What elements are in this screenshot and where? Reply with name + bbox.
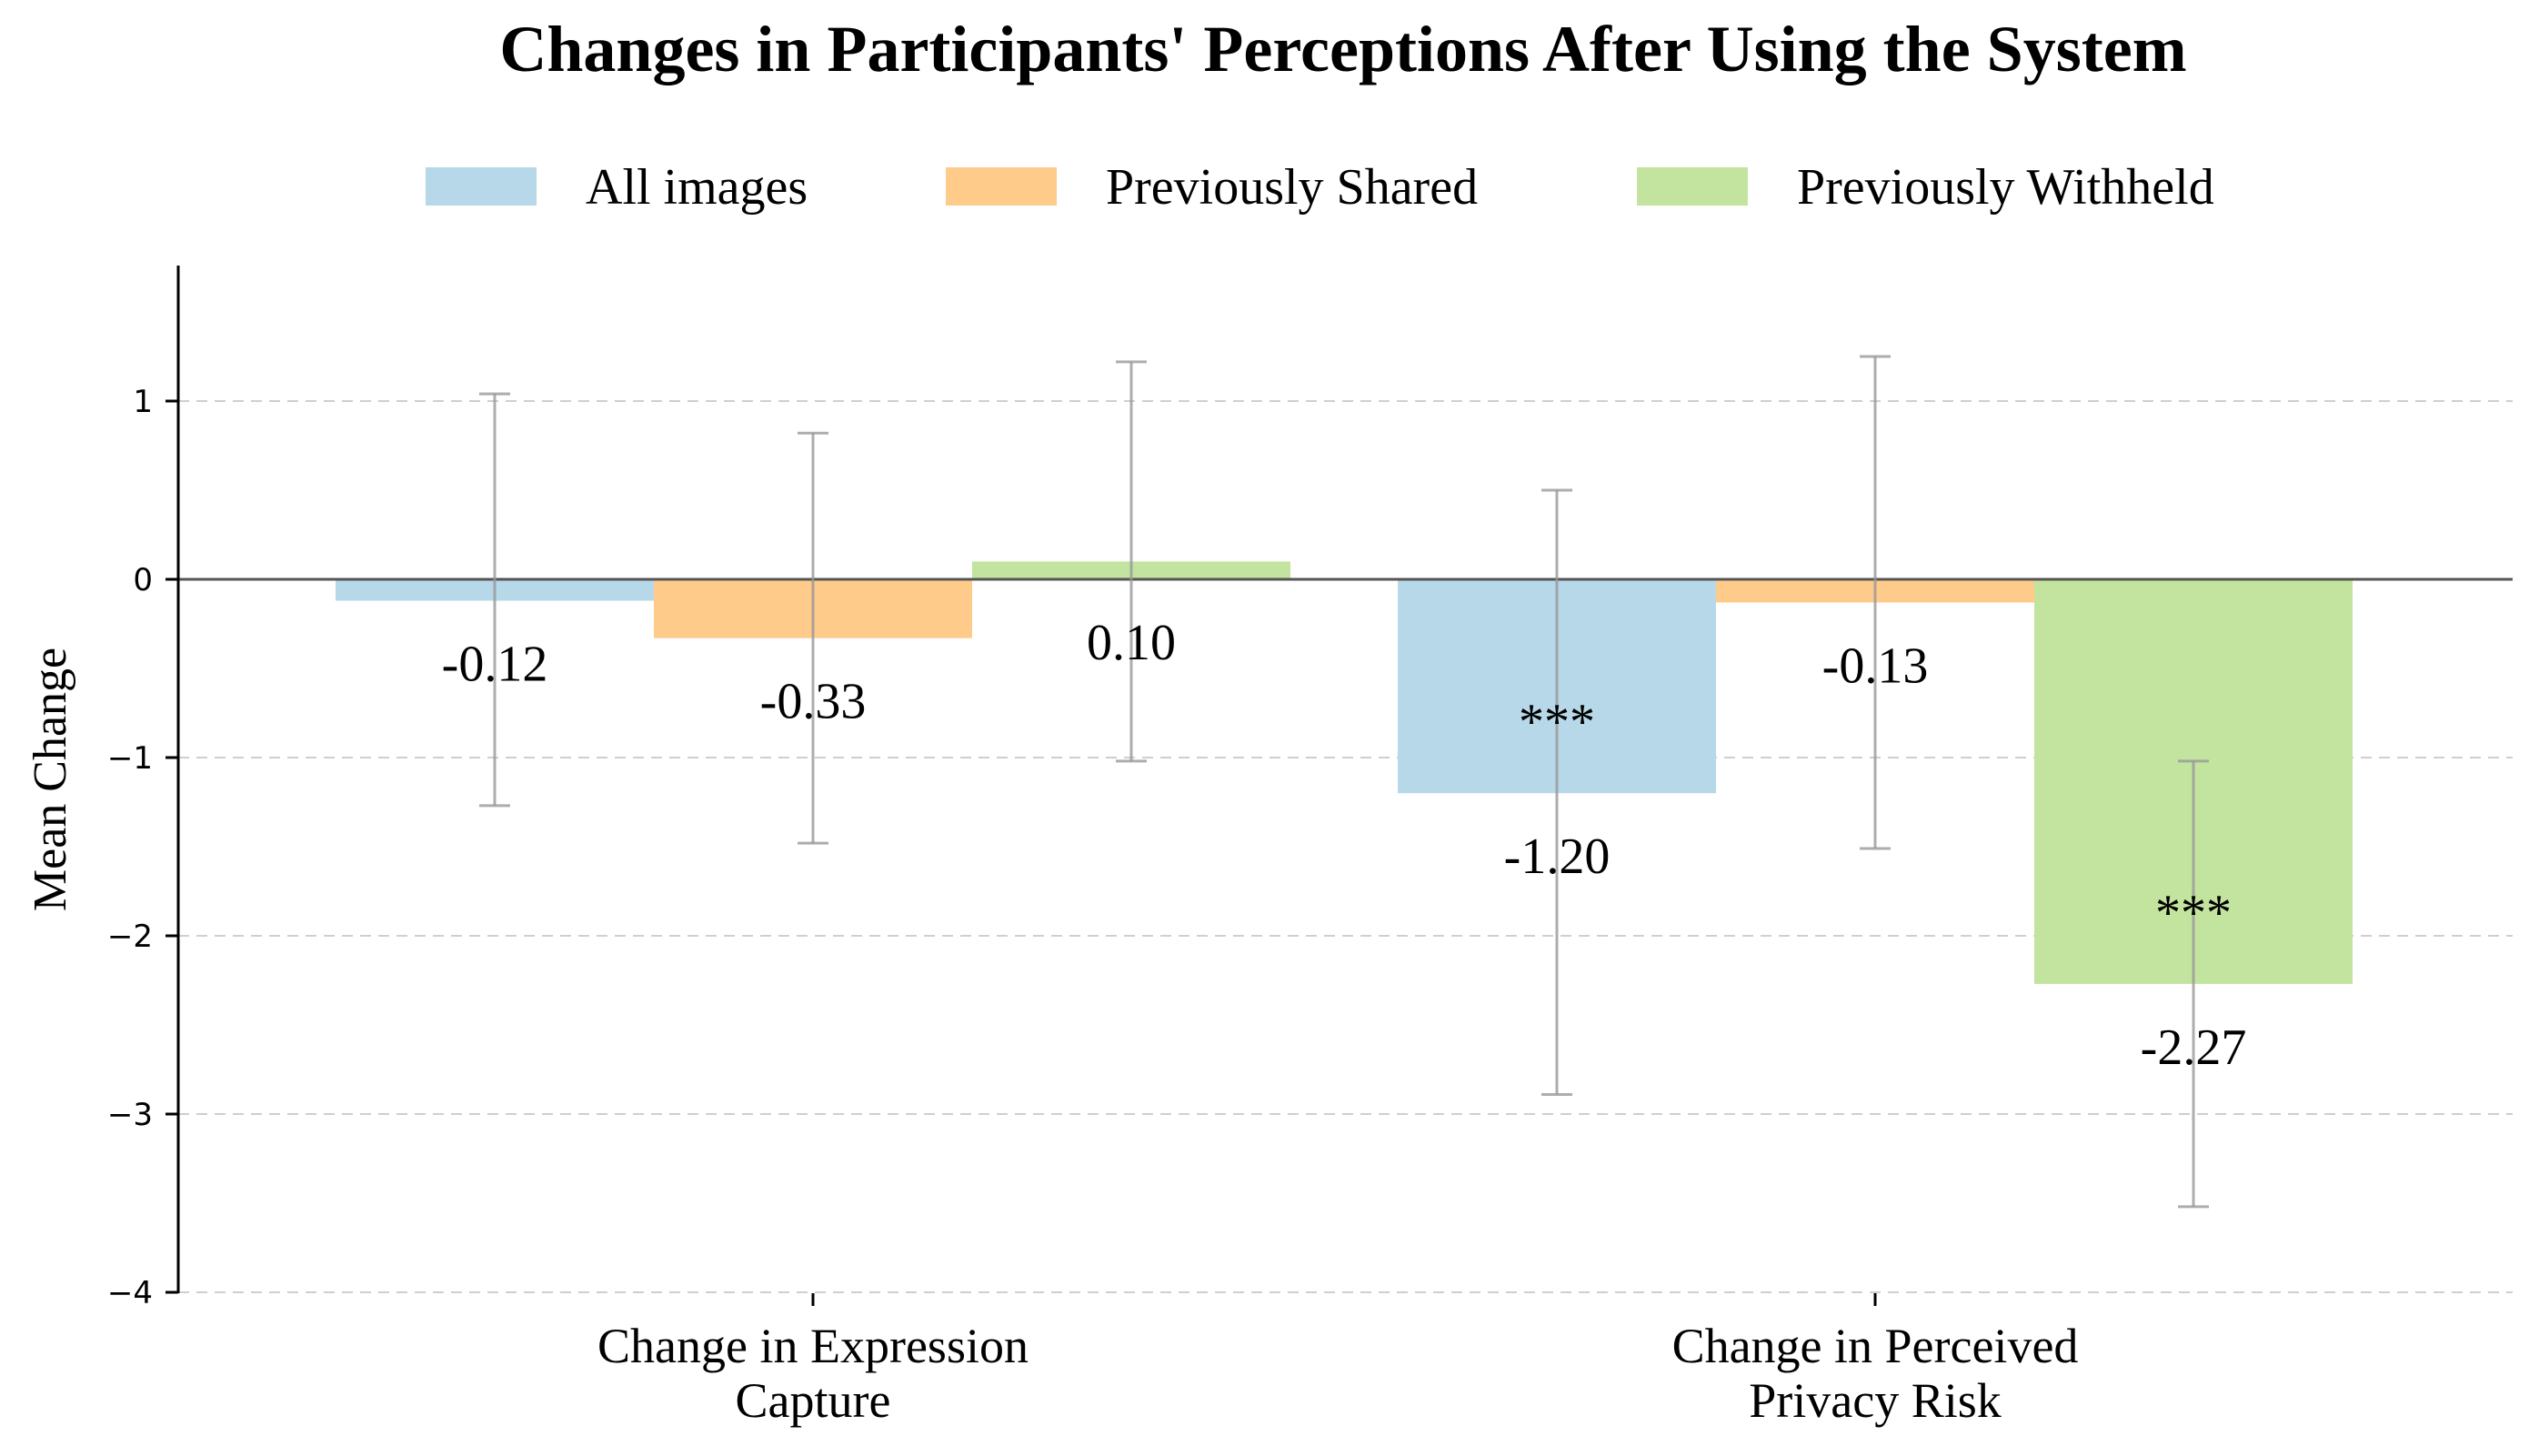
y-tick-label: −4	[107, 1275, 153, 1311]
value-labels: -0.12 -1.20 *** -0.33 -0.13 0.10 -2.27 ***	[442, 615, 2247, 1076]
legend-swatch	[1637, 167, 1748, 206]
y-tick-label: 0	[133, 562, 153, 598]
legend-swatch	[426, 167, 537, 206]
value-label: 0.10	[1087, 615, 1176, 671]
legend: All images Previously Shared Previously Wi…	[426, 159, 2214, 216]
y-tick-label: −3	[107, 1097, 153, 1133]
x-tick-label: Change in Perceived	[1672, 1319, 2079, 1373]
x-tick-label: Capture	[736, 1373, 891, 1428]
y-axis-ticks: 1 0 −1 −2 −3 −4	[107, 384, 178, 1311]
legend-label: Previously Withheld	[1797, 159, 2214, 216]
y-tick-label: −1	[107, 740, 153, 777]
value-label: -0.33	[760, 674, 867, 730]
error-bars	[479, 355, 2209, 1209]
y-axis-label: Mean Change	[25, 648, 76, 911]
significance-marker: ***	[1519, 694, 1595, 750]
x-tick-label: Privacy Risk	[1749, 1373, 2002, 1428]
legend-swatch	[946, 167, 1057, 206]
y-tick-label: 1	[133, 384, 153, 420]
x-tick-label: Change in Expression	[597, 1319, 1029, 1373]
bars	[336, 561, 2353, 984]
legend-label: Previously Shared	[1106, 159, 1478, 216]
value-label: -2.27	[2141, 1019, 2247, 1076]
value-label: -0.12	[442, 637, 548, 693]
legend-label: All images	[586, 159, 808, 216]
chart-title: Changes in Participants' Perceptions Aft…	[499, 13, 2186, 85]
value-label: -0.13	[1822, 638, 1929, 694]
significance-marker: ***	[2155, 885, 2232, 941]
value-label: -1.20	[1504, 828, 1611, 885]
y-tick-label: −2	[107, 919, 153, 955]
